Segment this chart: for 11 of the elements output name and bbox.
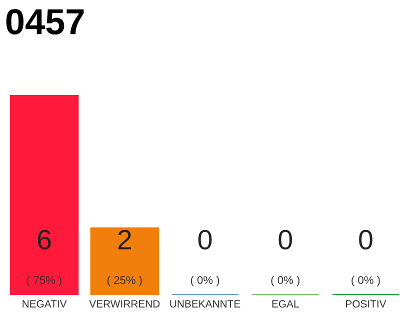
x-tick-label: POSITIV	[346, 300, 386, 308]
x-tick-label: VERWIRREND	[89, 300, 160, 308]
data-label: 6 ( 75% )	[27, 230, 62, 286]
data-label: 0 ( 0% )	[190, 230, 220, 286]
data-label: 0 ( 0% )	[271, 230, 300, 286]
x-tick-label: EGAL	[272, 300, 299, 308]
data-label: 0 ( 0% )	[352, 230, 380, 286]
x-tick-label: NEGATIV	[22, 300, 67, 308]
chart-title: 0457	[6, 8, 84, 35]
data-label: 2 ( 25% )	[107, 230, 142, 286]
x-tick-label: UNBEKANNTE	[170, 300, 240, 308]
